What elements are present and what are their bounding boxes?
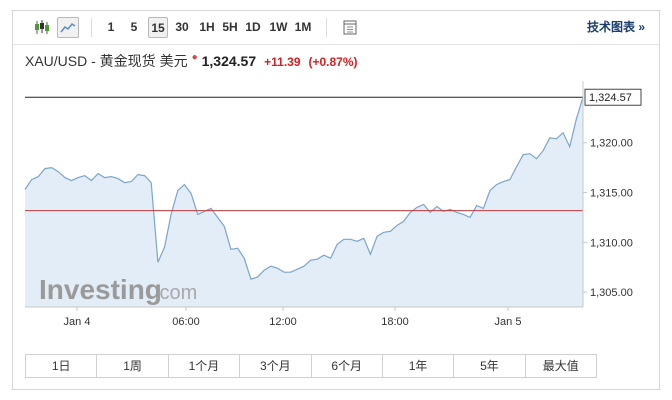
candlestick-icon[interactable] <box>31 17 53 38</box>
toolbar-separator <box>326 18 327 37</box>
y-tick-label: 1,305.00 <box>590 287 633 299</box>
toolbar-separator <box>91 18 92 37</box>
price-area <box>25 97 583 307</box>
period-1m[interactable]: 1个月 <box>168 355 241 377</box>
last-price-label: 1,324.57 <box>589 92 632 104</box>
x-tick-label: Jan 4 <box>64 316 91 328</box>
timeframe-1[interactable]: 1 <box>107 20 115 34</box>
timeframe-5[interactable]: 5 <box>130 20 138 34</box>
y-tick-label: 1,310.00 <box>590 237 633 249</box>
price-chart[interactable]: 1,320.00 1,315.00 1,310.00 1,305.00 1,324.57… <box>13 11 661 391</box>
period-1y[interactable]: 1年 <box>382 355 455 377</box>
x-tick-label: 06:00 <box>172 316 200 328</box>
x-tick-label: Jan 5 <box>495 316 522 328</box>
calculator-icon[interactable] <box>339 17 361 38</box>
period-6m[interactable]: 6个月 <box>311 355 383 377</box>
y-tick-label: 1,315.00 <box>590 188 633 200</box>
period-1d[interactable]: 1日 <box>26 355 98 377</box>
chart-widget: 1 5 15 30 1H 5H 1D 1W 1M 技术图表 » XAU/USD … <box>12 10 660 390</box>
last-price: 1,324.57 <box>201 53 257 69</box>
period-selector: 1日 1周 1个月 3个月 6个月 1年 5年 最大值 <box>25 354 597 378</box>
last-price-box <box>584 88 642 106</box>
instrument-name: XAU/USD - 黄金现货 美元 <box>25 53 188 69</box>
timeframe-5h[interactable]: 5H <box>222 20 238 34</box>
technical-chart-link[interactable]: 技术图表 » <box>586 20 645 34</box>
watermark-brand: Investing <box>39 274 162 305</box>
period-3m[interactable]: 3个月 <box>240 355 312 377</box>
timeframe-30[interactable]: 30 <box>175 20 189 34</box>
quote-header: XAU/USD - 黄金现货 美元 ● 1,324.57 +11.39 (+0.87%) <box>25 51 358 73</box>
price-series-line <box>24 97 584 280</box>
price-change: +11.39 <box>264 55 301 69</box>
x-tick-label: 18:00 <box>381 316 409 328</box>
price-change-percent: (+0.87%) <box>308 55 358 69</box>
live-indicator-icon: ● <box>191 52 198 63</box>
line-chart-icon[interactable] <box>57 17 79 38</box>
investing-watermark: Investing .com <box>39 274 197 305</box>
watermark-suffix: .com <box>154 282 197 304</box>
timeframe-15[interactable]: 15 <box>148 17 168 38</box>
y-tick-label: 1,320.00 <box>590 138 633 150</box>
timeframe-1h[interactable]: 1H <box>199 20 215 34</box>
timeframe-1d[interactable]: 1D <box>245 20 261 34</box>
chart-toolbar: 1 5 15 30 1H 5H 1D 1W 1M 技术图表 » <box>13 11 659 45</box>
period-5y[interactable]: 5年 <box>454 355 526 377</box>
timeframe-1m[interactable]: 1M <box>294 20 312 34</box>
timeframe-1w[interactable]: 1W <box>269 20 288 34</box>
period-max[interactable]: 最大值 <box>525 355 596 377</box>
x-tick-label: 12:00 <box>269 316 297 328</box>
period-1w[interactable]: 1周 <box>97 355 169 377</box>
